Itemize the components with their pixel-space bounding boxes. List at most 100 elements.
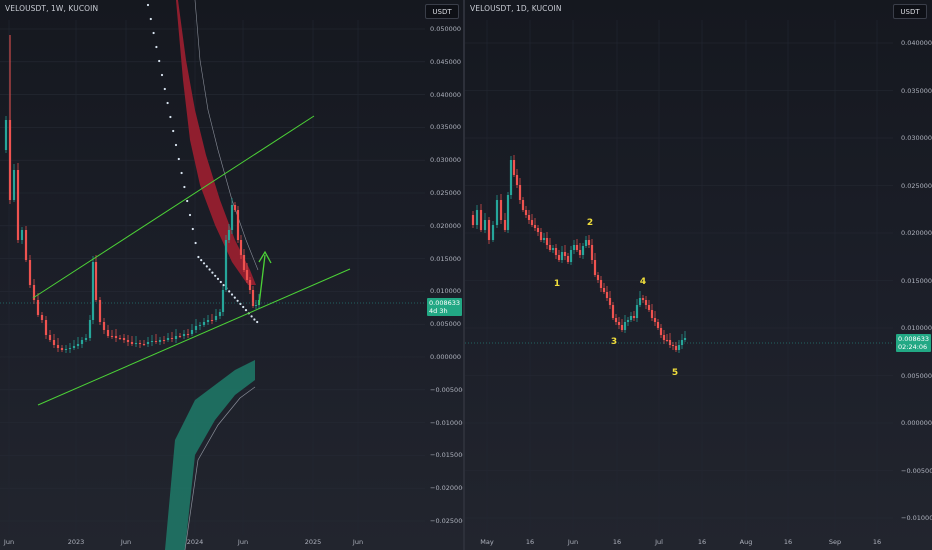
weekly-candle-body xyxy=(166,338,170,340)
daily-candle-body xyxy=(487,220,491,240)
weekly-time-label: Jun xyxy=(120,538,132,546)
daily-candle-body xyxy=(683,338,687,340)
parabolic-dot xyxy=(228,290,231,293)
parabolic-dot xyxy=(200,259,203,262)
weekly-candle-body xyxy=(230,205,234,230)
weekly-candle-body xyxy=(32,285,36,300)
daily-candle-body xyxy=(578,250,582,255)
weekly-currency-button[interactable]: USDT xyxy=(425,4,459,19)
weekly-candle-body xyxy=(214,316,218,320)
weekly-candle-body xyxy=(40,315,44,320)
daily-candle-body xyxy=(548,245,552,250)
daily-candle-body xyxy=(677,345,681,350)
daily-candle-body xyxy=(680,340,684,345)
daily-time-label: 16 xyxy=(612,538,622,546)
upper-trendline xyxy=(32,115,315,299)
weekly-candle-body xyxy=(80,340,84,344)
weekly-price-label: 0.000000 xyxy=(430,353,462,361)
weekly-time-label: 2023 xyxy=(67,538,85,546)
parabolic-dot xyxy=(230,293,234,296)
daily-last-price-tag: 0.008633 02:24:06 xyxy=(896,334,932,352)
parabolic-dot xyxy=(177,157,180,161)
daily-time-label: Sep xyxy=(828,538,842,546)
weekly-candle-body xyxy=(206,320,210,322)
daily-candle-body xyxy=(471,215,475,225)
daily-price-label: 0.025000 xyxy=(901,181,932,190)
weekly-candle-body xyxy=(84,338,88,340)
daily-candle-body xyxy=(584,240,588,246)
parabolic-dot xyxy=(242,305,245,309)
parabolic-dot xyxy=(233,296,236,299)
parabolic-dot xyxy=(174,143,178,147)
parabolic-dot xyxy=(239,302,242,305)
weekly-candle-body xyxy=(138,343,142,344)
daily-chart-canvas[interactable] xyxy=(465,0,932,550)
daily-price-label: 0.020000 xyxy=(901,229,932,237)
daily-candle-body xyxy=(539,232,543,240)
weekly-price-label: 0.040000 xyxy=(430,90,462,99)
daily-candle-body xyxy=(656,322,660,328)
parabolic-dot xyxy=(208,268,211,271)
parabolic-dot xyxy=(216,277,220,280)
daily-candle-body xyxy=(542,238,546,240)
daily-candle-body xyxy=(533,225,537,228)
daily-chart-pane[interactable]: VELOUSDT, 1D, KUCOIN USDT 0.040000 0.0350… xyxy=(465,0,932,550)
daily-time-label: 16 xyxy=(697,538,707,546)
parabolic-dot xyxy=(250,315,253,318)
weekly-candle-body xyxy=(248,280,252,290)
weekly-candle-body xyxy=(48,335,52,340)
cloud-band-upper xyxy=(176,0,256,285)
parabolic-dot xyxy=(211,271,214,274)
daily-candle-body xyxy=(475,210,479,225)
weekly-candle-body xyxy=(88,320,92,338)
daily-currency-button[interactable]: USDT xyxy=(893,4,927,19)
parabolic-dot xyxy=(205,265,208,268)
weekly-price-label: −0.005000 xyxy=(430,385,463,394)
daily-candle-body xyxy=(509,160,513,195)
weekly-chart-title: VELOUSDT, 1W, KUCOIN xyxy=(5,4,99,13)
daily-candle-body xyxy=(620,325,624,330)
daily-candle-body xyxy=(512,160,516,175)
weekly-chart-pane[interactable]: VELOUSDT, 1W, KUCOIN USDT 0.050000 0.0450… xyxy=(0,0,463,550)
daily-candle-body xyxy=(614,318,618,322)
pane-divider[interactable] xyxy=(463,0,465,550)
daily-time-label: Jul xyxy=(655,538,663,546)
weekly-candle-body xyxy=(36,300,40,315)
daily-candle-body xyxy=(575,245,579,250)
weekly-candle-body xyxy=(12,170,16,200)
weekly-candle-body xyxy=(170,338,174,339)
parabolic-dot xyxy=(222,284,225,287)
daily-candle-body xyxy=(653,318,657,322)
weekly-candle-body xyxy=(110,336,114,337)
weekly-candle-body xyxy=(182,334,186,336)
cloud-edge-line xyxy=(194,0,259,271)
daily-candle-body xyxy=(638,298,642,305)
daily-candle-body xyxy=(521,200,525,210)
weekly-time-label: Jun xyxy=(3,538,15,546)
daily-candle-body xyxy=(674,346,678,350)
daily-candle-body xyxy=(551,248,555,250)
cloud-band-lower xyxy=(165,360,255,550)
weekly-candle-body xyxy=(91,262,95,320)
weekly-chart-canvas[interactable] xyxy=(0,0,463,550)
daily-candle-body xyxy=(641,298,645,300)
weekly-candle-body xyxy=(60,348,64,350)
daily-price-label: 0.010000 xyxy=(901,324,932,332)
weekly-candle-body xyxy=(218,312,222,316)
weekly-candle-body xyxy=(162,340,166,341)
daily-candle-body xyxy=(587,240,591,245)
weekly-candle-body xyxy=(114,336,118,338)
daily-candle-body xyxy=(515,175,519,185)
daily-candle-body xyxy=(590,245,594,260)
weekly-candle-body xyxy=(16,170,20,240)
weekly-candle-body xyxy=(233,205,237,210)
weekly-candle-body xyxy=(221,290,225,312)
weekly-last-price-tag: 0.008633 4d 3h xyxy=(427,298,463,316)
parabolic-dot xyxy=(166,101,169,105)
weekly-price-label: 0.005000 xyxy=(430,320,462,329)
weekly-candle-body xyxy=(126,340,130,342)
daily-price-label: 0.000000 xyxy=(901,419,932,427)
daily-candle-body xyxy=(602,288,606,292)
weekly-candle-body xyxy=(56,345,60,348)
daily-candle-body xyxy=(632,316,636,318)
